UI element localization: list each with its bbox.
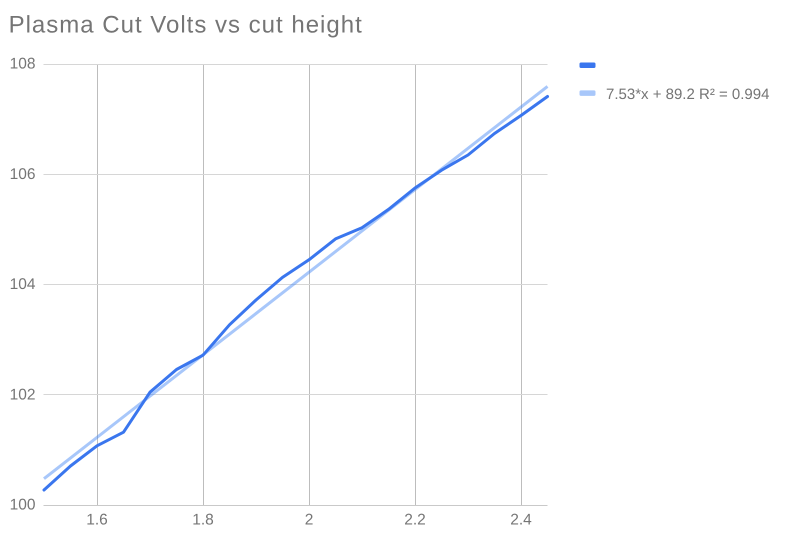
svg-text:Plasma Cut Volts vs cut height: Plasma Cut Volts vs cut height xyxy=(9,12,363,39)
svg-text:1.8: 1.8 xyxy=(192,512,214,529)
svg-text:106: 106 xyxy=(10,166,36,183)
svg-text:2.2: 2.2 xyxy=(404,512,426,529)
svg-text:1.6: 1.6 xyxy=(86,512,108,529)
svg-text:102: 102 xyxy=(10,386,36,403)
svg-text:2.4: 2.4 xyxy=(510,512,532,529)
svg-text:104: 104 xyxy=(10,276,36,293)
svg-text:100: 100 xyxy=(10,497,36,514)
svg-text:7.53*x + 89.2 R² = 0.994: 7.53*x + 89.2 R² = 0.994 xyxy=(606,86,769,103)
svg-text:108: 108 xyxy=(10,56,36,73)
svg-text:2: 2 xyxy=(305,512,314,529)
